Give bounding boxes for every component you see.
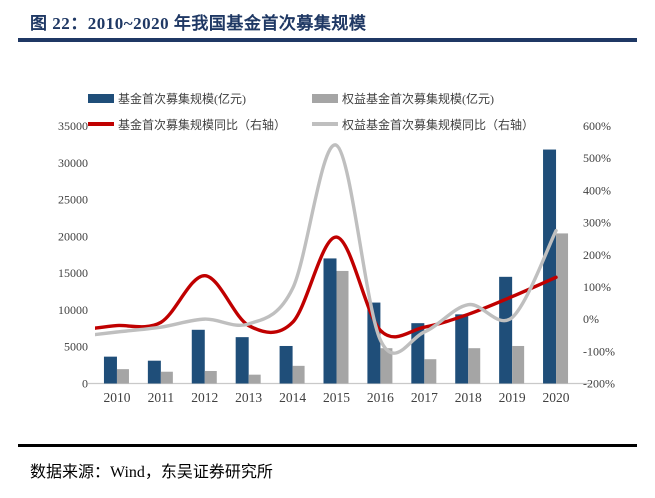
chart-plot-area: 0 5000 10000 15000 20000 25000 30000 35000 -200%… bbox=[0, 64, 655, 414]
svg-text:5000: 5000 bbox=[64, 340, 88, 354]
bar-2014 bbox=[292, 365, 305, 384]
gray-line-swatch-icon bbox=[312, 122, 338, 126]
bar-2014 bbox=[279, 345, 293, 384]
svg-text:-200%: -200% bbox=[583, 377, 615, 391]
legend-label: 权益基金首次募集规模(亿元) bbox=[342, 91, 494, 106]
bar-series-0 bbox=[103, 149, 557, 384]
x-axis-year-labels: 2010 2011 2012 2013 2014 2015 2016 2017 2018 2019… bbox=[103, 390, 569, 405]
svg-text:100%: 100% bbox=[583, 280, 611, 294]
bar-2020 bbox=[556, 233, 569, 384]
bar-2010 bbox=[116, 369, 129, 384]
bar-2011 bbox=[160, 371, 173, 384]
left-axis-tick-labels: 0 5000 10000 15000 20000 25000 30000 35000 bbox=[58, 119, 88, 391]
legend-item-equity-yoy: 权益基金首次募集规模同比（右轴） bbox=[312, 116, 534, 132]
svg-text:2017: 2017 bbox=[411, 390, 438, 405]
svg-text:2010: 2010 bbox=[103, 390, 130, 405]
combo-chart-svg: 0 5000 10000 15000 20000 25000 30000 35000 -200%… bbox=[58, 119, 615, 405]
title-underline bbox=[18, 38, 637, 42]
svg-text:0: 0 bbox=[82, 377, 88, 391]
gray-bar-swatch-icon bbox=[312, 93, 338, 103]
svg-text:400%: 400% bbox=[583, 183, 611, 197]
svg-text:500%: 500% bbox=[583, 151, 611, 165]
svg-text:10000: 10000 bbox=[58, 303, 88, 317]
bar-2019 bbox=[499, 276, 513, 384]
legend-label: 基金首次募集规模同比（右轴） bbox=[118, 117, 287, 132]
chart-title: 图 22：2010~2020 年我国基金首次募集规模 bbox=[30, 14, 367, 33]
svg-text:2015: 2015 bbox=[323, 390, 350, 405]
svg-text:2013: 2013 bbox=[235, 390, 262, 405]
legend-label: 基金首次募集规模(亿元) bbox=[118, 91, 246, 106]
bar-series-1 bbox=[116, 233, 569, 384]
svg-text:15000: 15000 bbox=[58, 266, 88, 280]
bar-2018 bbox=[455, 314, 469, 384]
svg-text:30000: 30000 bbox=[58, 156, 88, 170]
bar-2016 bbox=[380, 348, 393, 384]
bar-2012 bbox=[191, 329, 205, 384]
bar-2015 bbox=[323, 258, 337, 384]
bar-2018 bbox=[468, 348, 481, 384]
svg-text:2016: 2016 bbox=[367, 390, 394, 405]
svg-text:600%: 600% bbox=[583, 119, 611, 133]
bar-2011 bbox=[147, 360, 161, 384]
svg-text:25000: 25000 bbox=[58, 193, 88, 207]
bar-2019 bbox=[512, 345, 525, 384]
blue-bar-swatch-icon bbox=[88, 93, 114, 103]
bar-2013 bbox=[248, 374, 261, 384]
line-series-1 bbox=[95, 143, 558, 355]
data-source-text: 数据来源：Wind，东吴证券研究所 bbox=[30, 464, 273, 481]
svg-text:2012: 2012 bbox=[191, 390, 218, 405]
chart-legend: 基金首次募集规模(亿元) 权益基金首次募集规模(亿元) 基金首次募集规模同比（右… bbox=[0, 86, 655, 132]
red-line-swatch-icon bbox=[88, 122, 114, 126]
bar-2015 bbox=[336, 270, 349, 384]
legend-item-fund-yoy: 基金首次募集规模同比（右轴） bbox=[88, 116, 286, 132]
svg-text:-100%: -100% bbox=[583, 344, 615, 358]
svg-text:300%: 300% bbox=[583, 216, 611, 230]
bar-2020 bbox=[543, 149, 557, 384]
svg-text:20000: 20000 bbox=[58, 229, 88, 243]
svg-text:2018: 2018 bbox=[455, 390, 482, 405]
right-axis-tick-labels: -200% -100% 0% 100% 200% 300% 400% 500% 600% bbox=[583, 119, 615, 391]
svg-text:2020: 2020 bbox=[543, 390, 570, 405]
bar-2013 bbox=[235, 337, 249, 384]
svg-text:0%: 0% bbox=[583, 312, 599, 326]
footer-divider bbox=[18, 444, 637, 447]
bar-2010 bbox=[103, 356, 117, 384]
svg-text:2014: 2014 bbox=[279, 390, 306, 405]
line-series-0 bbox=[95, 235, 558, 339]
bar-2017 bbox=[424, 359, 437, 384]
svg-text:2019: 2019 bbox=[499, 390, 526, 405]
bar-2012 bbox=[204, 370, 217, 384]
svg-text:200%: 200% bbox=[583, 248, 611, 262]
svg-text:35000: 35000 bbox=[58, 119, 88, 133]
svg-text:2011: 2011 bbox=[148, 390, 175, 405]
legend-item-equity-scale: 权益基金首次募集规模(亿元) bbox=[312, 90, 494, 106]
legend-item-fund-scale: 基金首次募集规模(亿元) bbox=[88, 90, 246, 106]
legend-label: 权益基金首次募集规模同比（右轴） bbox=[342, 117, 535, 132]
